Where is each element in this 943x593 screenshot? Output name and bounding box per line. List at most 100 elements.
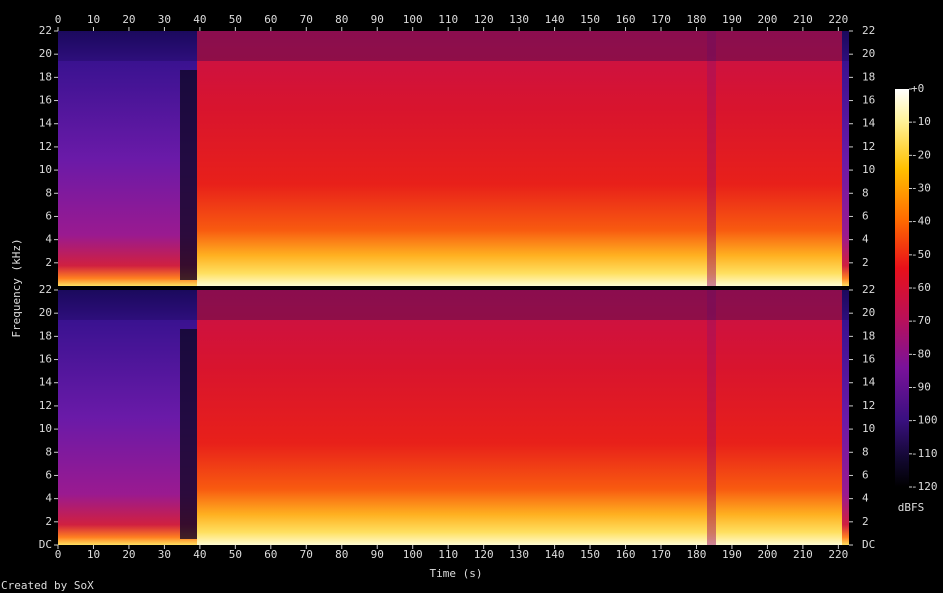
y-tick-label: 16 — [39, 353, 52, 366]
x-tick-label: 150 — [580, 548, 600, 561]
spectrogram-quiet-section — [58, 31, 197, 286]
y-tick-label: 10 — [39, 422, 52, 435]
x-tick-label-top: 180 — [687, 13, 707, 26]
y-tick-label: 16 — [39, 94, 52, 107]
y-tick-label: 6 — [45, 468, 52, 481]
y-tick-label-right: 16 — [862, 353, 875, 366]
x-tick-label: 210 — [793, 548, 813, 561]
y-tick-label: 8 — [45, 445, 52, 458]
colorbar-tick-label: -50 — [911, 248, 931, 261]
y-tick-label: 12 — [39, 140, 52, 153]
x-axis-label: Time (s) — [430, 567, 483, 580]
spectrogram-detail — [58, 31, 849, 61]
y-tick-label-right: 2 — [862, 515, 869, 528]
spectrogram-tail — [842, 31, 849, 286]
colorbar-tick-label: -120 — [911, 480, 938, 493]
y-tick-label: 22 — [39, 24, 52, 37]
colorbar-tick-label: -40 — [911, 215, 931, 228]
x-tick-label: 160 — [616, 548, 636, 561]
x-tick-label-top: 210 — [793, 13, 813, 26]
x-tick-label-top: 130 — [509, 13, 529, 26]
y-tick-label-right: 18 — [862, 329, 875, 342]
x-tick-label-top: 20 — [122, 13, 135, 26]
x-tick-label-top: 10 — [87, 13, 100, 26]
x-tick-label-top: 160 — [616, 13, 636, 26]
y-tick-label: 20 — [39, 306, 52, 319]
x-tick-label-top: 40 — [193, 13, 206, 26]
x-tick-label-top: 30 — [158, 13, 171, 26]
y-tick-label-right: 6 — [862, 209, 869, 222]
y-tick-label-right: 20 — [862, 306, 875, 319]
spectrogram-area — [58, 31, 849, 545]
y-tick-label: 8 — [45, 186, 52, 199]
y-tick-label-right: 4 — [862, 492, 869, 505]
colorbar-tick-label: -20 — [911, 148, 931, 161]
x-tick-label: 140 — [545, 548, 565, 561]
y-tick-label-right: 2 — [862, 256, 869, 269]
x-tick-label: 60 — [264, 548, 277, 561]
x-tick-label: 100 — [403, 548, 423, 561]
y-tick-label: 2 — [45, 256, 52, 269]
x-tick-label-top: 170 — [651, 13, 671, 26]
colorbar-tick-label: -100 — [911, 414, 938, 427]
colorbar — [895, 89, 909, 487]
spectrogram-detail — [707, 31, 716, 286]
x-tick-label-top: 220 — [828, 13, 848, 26]
y-tick-label-right: 10 — [862, 422, 875, 435]
y-tick-label: 10 — [39, 163, 52, 176]
y-tick-label: 18 — [39, 329, 52, 342]
y-tick-label: 2 — [45, 515, 52, 528]
y-tick-label-right: 16 — [862, 94, 875, 107]
y-tick-label-right: 4 — [862, 233, 869, 246]
spectrogram-detail — [180, 70, 197, 280]
spectrogram-detail — [180, 329, 197, 539]
y-tick-label: 6 — [45, 209, 52, 222]
colorbar-tick-label: -60 — [911, 281, 931, 294]
x-tick-label-top: 70 — [300, 13, 313, 26]
spectrogram-detail — [58, 290, 849, 320]
x-tick-label-top: 190 — [722, 13, 742, 26]
x-tick-label-top: 0 — [55, 13, 62, 26]
x-tick-label: 70 — [300, 548, 313, 561]
x-tick-label: 0 — [55, 548, 62, 561]
x-tick-label: 130 — [509, 548, 529, 561]
x-tick-label: 30 — [158, 548, 171, 561]
x-tick-label: 40 — [193, 548, 206, 561]
y-tick-label-right: 6 — [862, 468, 869, 481]
x-tick-label-top: 60 — [264, 13, 277, 26]
colorbar-tick-label: +0 — [911, 82, 924, 95]
x-tick-label: 80 — [335, 548, 348, 561]
x-tick-label-top: 120 — [474, 13, 494, 26]
x-tick-label: 90 — [371, 548, 384, 561]
y-tick-label-right: 22 — [862, 283, 875, 296]
y-tick-label: 4 — [45, 492, 52, 505]
y-tick-label-right: 22 — [862, 24, 875, 37]
x-tick-label: 110 — [438, 548, 458, 561]
colorbar-tick-label: -30 — [911, 182, 931, 195]
x-tick-label: 170 — [651, 548, 671, 561]
y-tick-label: 22 — [39, 283, 52, 296]
x-tick-label-top: 90 — [371, 13, 384, 26]
y-tick-label-right: 8 — [862, 186, 869, 199]
x-tick-label: 50 — [229, 548, 242, 561]
spectrogram-tail — [842, 290, 849, 545]
y-tick-label-right: 18 — [862, 70, 875, 83]
x-tick-label: 10 — [87, 548, 100, 561]
x-tick-label-top: 80 — [335, 13, 348, 26]
colorbar-tick-label: -80 — [911, 347, 931, 360]
y-tick-label: 20 — [39, 47, 52, 60]
x-tick-label: 20 — [122, 548, 135, 561]
y-tick-label: 14 — [39, 117, 53, 130]
y-tick-label: 12 — [39, 399, 52, 412]
spectrogram-loud-section — [197, 290, 842, 545]
y-tick-label: 18 — [39, 70, 52, 83]
y-tick-label: DC — [39, 538, 52, 551]
y-tick-label-right: 14 — [862, 376, 876, 389]
colorbar-label: dBFS — [898, 501, 925, 514]
y-tick-label-right: 12 — [862, 140, 875, 153]
x-tick-label: 120 — [474, 548, 494, 561]
footer: Created by SoX — [1, 579, 94, 592]
y-tick-label-right: 12 — [862, 399, 875, 412]
